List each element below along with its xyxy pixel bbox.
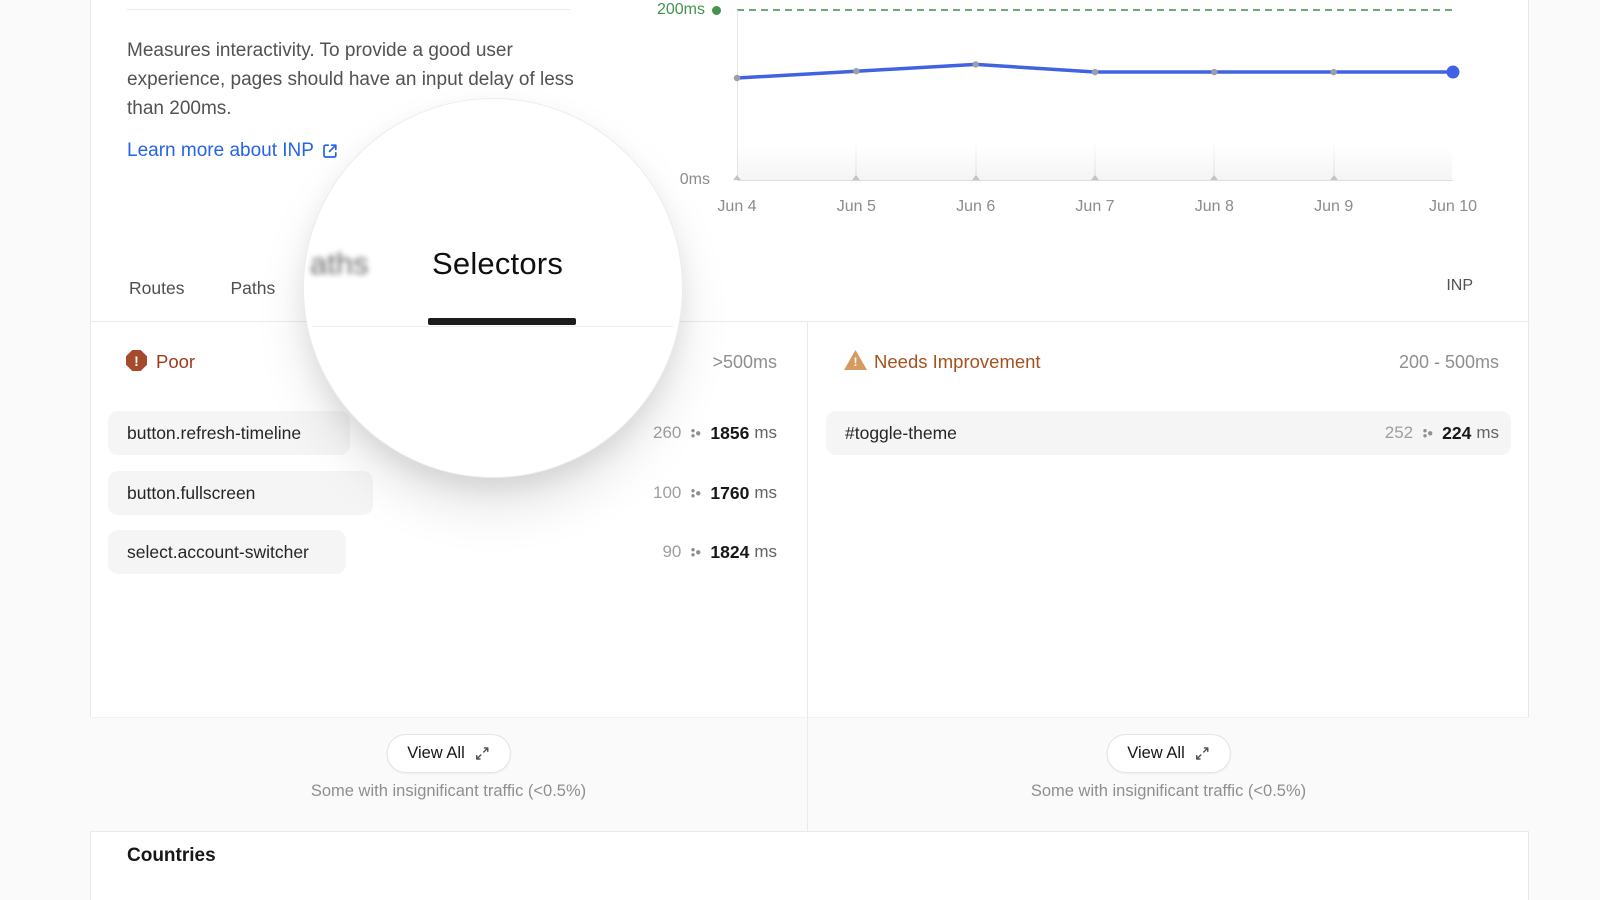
samples-dots-icon [691,548,701,557]
x-tick-marker-icon [1091,175,1099,180]
selector-label: button.refresh-timeline [127,423,302,443]
footnote: Some with insignificant traffic (<0.5%) [310,782,587,800]
tab-paths[interactable]: Paths [230,277,276,298]
selector-row[interactable]: button.refresh-timeline 260 1856 ms [108,411,789,455]
y-axis-zero-label: 0ms [679,171,710,188]
metric-unit: ms [754,483,777,502]
octagon-alert-icon: ! [126,350,147,371]
needs-improvement-range-label: 200 - 500ms [1398,352,1499,372]
axis-fade-band [738,146,1452,180]
selector-label: button.fullscreen [127,483,256,503]
expand-icon [475,747,489,760]
x-tick [975,138,977,180]
loupe-active-tab-underline [428,318,576,325]
x-axis-label: Jun 10 [1428,198,1478,215]
samples-dots-icon [1423,429,1433,438]
panel-footer: View All Some with insignificant traffic… [90,717,807,831]
threshold-dot-icon [712,6,721,15]
x-tick-marker-icon [1210,175,1219,180]
selector-label: #toggle-theme [845,423,957,443]
magnifier-loupe: aths Selectors [303,98,683,478]
needs-improvement-panel-title: Needs Improvement [874,351,1041,372]
view-all-button[interactable]: View All [1106,734,1231,773]
x-tick [1213,138,1215,180]
countries-section-title: Countries [127,845,216,866]
x-axis-label: Jun 6 [956,198,996,215]
sample-count: 260 [653,423,682,442]
sample-count: 252 [1384,423,1414,442]
metric-value: 1760 [710,482,750,503]
sample-count: 100 [653,483,682,502]
x-tick-marker-icon [733,175,741,180]
view-all-label: View All [407,744,465,762]
metric-value: 224 [1442,422,1472,443]
metric-label-inp: INP [1446,277,1473,294]
poor-panel-title: Poor [156,351,196,372]
x-tick [855,138,857,180]
samples-dots-icon [691,489,701,498]
poor-panel: ! Poor >500ms button.refresh-timeline 26… [90,322,807,832]
loupe-selectors-tab: Selectors [432,246,564,281]
view-all-label: View All [1127,744,1185,762]
metric-description: Measures interactivity. To provide a goo… [127,40,574,119]
x-axis-label: Jun 5 [836,198,876,215]
learn-more-link[interactable]: Learn more about INP [127,140,339,162]
metric-unit: ms [754,423,777,442]
metric-value: 1824 [710,541,750,562]
samples-dots-icon [691,429,701,438]
x-axis-label: Jun 7 [1075,198,1115,215]
section-divider [127,9,570,10]
panels-bottom-border [90,831,1529,832]
sample-count: 90 [662,542,682,561]
x-axis [737,180,1453,181]
metric-unit: ms [754,542,777,561]
metric-value: 1856 [710,422,750,443]
y-axis [737,10,738,180]
selector-row[interactable]: #toggle-theme 252 224 ms [826,411,1511,455]
learn-more-label: Learn more about INP [127,140,314,161]
expand-icon [1195,747,1209,760]
traffic-bar [108,471,373,515]
selector-row[interactable]: select.account-switcher 90 1824 ms [108,530,789,574]
triangle-alert-icon: ! [844,350,867,370]
threshold-line [737,9,1455,11]
traffic-bar [826,411,1511,455]
x-axis-label: Jun 8 [1194,198,1234,215]
poor-range-label: >500ms [712,352,777,372]
x-tick-marker-icon [1329,175,1338,180]
loupe-tabbar-border [312,326,674,327]
x-axis-label: Jun 9 [1314,198,1354,215]
inp-line-chart: Jun 4 Jun 5 Jun 6 Jun 7 Jun 8 Jun 9 Jun 10 [717,9,1477,215]
x-tick [1333,138,1335,180]
traffic-bar [108,411,350,455]
loupe-blurred-tab-text: aths [310,246,369,281]
footnote: Some with insignificant traffic (<0.5%) [1030,782,1307,800]
view-all-button[interactable]: View All [386,734,511,773]
selector-label: select.account-switcher [127,542,309,562]
threshold-label: 200ms [656,1,705,18]
x-tick-marker-icon [971,175,980,180]
x-axis-label: Jun 4 [717,198,757,215]
selector-row[interactable]: button.fullscreen 100 1760 ms [108,471,789,515]
metric-unit: ms [1476,423,1499,442]
external-link-icon [323,144,337,158]
traffic-bar [108,530,347,574]
tab-routes[interactable]: Routes [129,277,185,298]
needs-improvement-panel: ! Needs Improvement 200 - 500ms #toggle-… [807,322,1529,832]
panel-footer: View All Some with insignificant traffic… [808,717,1529,831]
x-tick [1094,138,1096,180]
x-tick-marker-icon [852,175,861,180]
line-series [733,61,1460,82]
